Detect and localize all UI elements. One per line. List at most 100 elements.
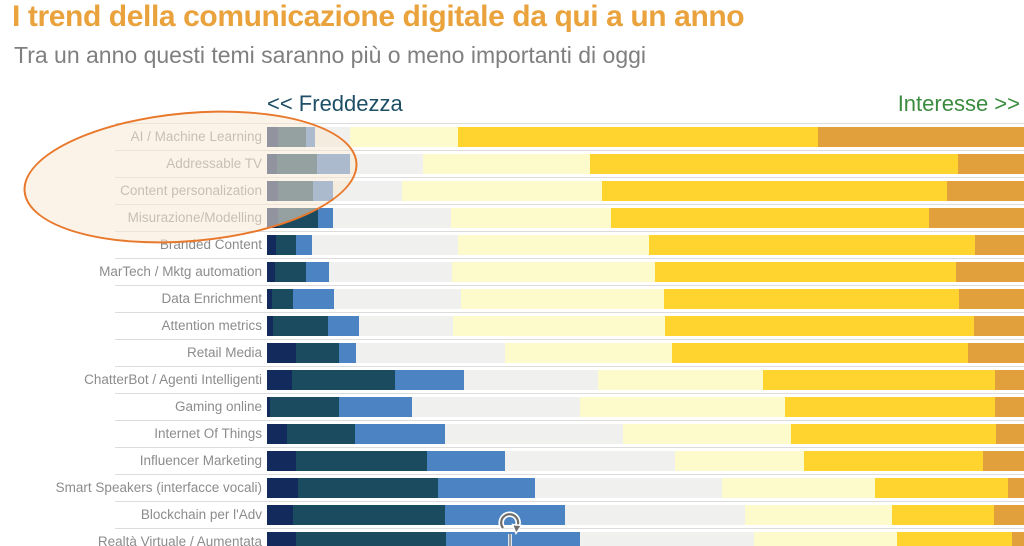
segment-light_gray [579,532,754,546]
bar-row [267,397,1024,417]
segment-steel_blue [394,370,464,390]
segment-orange [983,451,1024,471]
segment-light_gray [329,262,452,282]
segment-orange [955,262,1024,282]
segment-steel_blue [426,451,505,471]
segment-gold [610,208,929,228]
segment-dark_navy [267,532,296,546]
highlight-ellipse-annotation[interactable] [17,97,364,257]
segment-steel_blue [317,208,333,228]
segment-dark_teal [276,235,296,255]
segment-light_gray [463,370,598,390]
row-separator-line [115,528,1024,529]
bar-row [267,424,1024,444]
slide-title: I trend della comunicazione digitale da … [12,0,745,33]
segment-gold [874,478,1009,498]
segment-light_gray [534,478,722,498]
bar-row [267,208,1024,228]
bar-row [267,289,1024,309]
segment-gold [601,181,947,201]
segment-pale_yellow [422,154,591,174]
row-separator-line [115,393,1024,394]
row-separator-line [115,123,1024,124]
segment-dark_navy [267,262,276,282]
segment-orange [974,235,1024,255]
segment-pale_yellow [745,505,893,525]
bar-row [267,370,1024,390]
segment-dark_navy [267,316,274,336]
segment-light_gray [565,505,746,525]
segment-dark_navy [267,235,277,255]
segment-gold [784,397,996,417]
segment-pale_yellow [450,208,611,228]
row-separator-line [115,339,1024,340]
segment-light_gray [332,181,403,201]
row-separator-line [115,312,1024,313]
segment-steel_blue [328,316,359,336]
segment-dark_teal [298,478,439,498]
axis-label-freddezza: << Freddezza [267,91,403,116]
segment-steel_blue [438,478,535,498]
segment-orange [958,289,1024,309]
segment-pale_yellow [579,397,785,417]
segment-orange [1011,532,1024,546]
row-separator-line [115,258,1024,259]
row-separator-line [115,204,1024,205]
segment-steel_blue [446,532,580,546]
segment-pale_yellow [504,343,672,363]
segment-pale_yellow [675,451,804,471]
segment-pale_yellow [597,370,763,390]
bar-row [267,127,1024,147]
segment-dark_teal [295,451,427,471]
segment-pale_yellow [402,181,602,201]
bar-row [267,154,1024,174]
segment-pale_yellow [451,262,655,282]
segment-dark_teal [295,343,339,363]
bar-row [267,262,1024,282]
segment-dark_navy [267,397,271,417]
segment-dark_teal [272,289,294,309]
row-separator-line [115,177,1024,178]
segment-gold [665,316,974,336]
row-separator-line [115,501,1024,502]
segment-light_gray [332,208,451,228]
segment-orange [995,370,1024,390]
segment-orange [993,505,1024,525]
segment-dark_navy [267,478,299,498]
segment-light_gray [358,316,454,336]
segment-pale_yellow [753,532,897,546]
row-separator-line [115,366,1024,367]
segment-dark_teal [275,262,307,282]
segment-steel_blue [306,262,330,282]
segment-gold [663,289,959,309]
segment-dark_teal [270,397,339,417]
slide-subtitle: Tra un anno questi temi saranno più o me… [14,42,647,68]
segment-steel_blue [293,289,334,309]
segment-gold [671,343,968,363]
rotate-handle-cursor-icon[interactable] [495,508,525,546]
segment-gold [892,505,994,525]
category-label: Data Enrichment [161,291,262,306]
segment-dark_teal [292,505,445,525]
bar-row [267,451,1024,471]
segment-gold [649,235,975,255]
segment-pale_yellow [622,424,791,444]
row-separator-line [115,420,1024,421]
category-label: Retail Media [186,345,262,360]
segment-light_gray [333,289,461,309]
row-separator-line [115,231,1024,232]
segment-dark_navy [267,289,273,309]
bar-row [267,478,1024,498]
segment-pale_yellow [721,478,875,498]
category-label: MarTech / Mktg automation [99,264,262,279]
segment-pale_yellow [460,289,664,309]
segment-orange [995,424,1024,444]
segment-dark_navy [267,505,293,525]
axis-label-interesse: Interesse >> [897,91,1020,116]
segment-orange [995,397,1024,417]
segment-pale_yellow [453,316,666,336]
bar-row [267,235,1024,255]
segment-light_gray [355,343,505,363]
segment-orange [1008,478,1024,498]
